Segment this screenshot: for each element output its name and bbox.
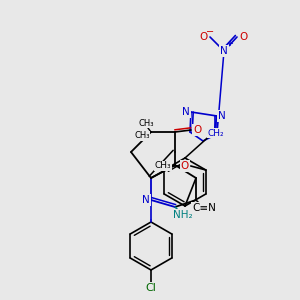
Text: O: O xyxy=(193,125,201,135)
Text: Cl: Cl xyxy=(146,283,156,293)
Text: CH₂: CH₂ xyxy=(208,128,224,137)
Text: −: − xyxy=(206,27,214,37)
Text: N: N xyxy=(220,46,228,56)
Text: O: O xyxy=(181,161,189,171)
Text: N: N xyxy=(218,111,226,121)
Text: N: N xyxy=(142,195,150,205)
Text: C≡N: C≡N xyxy=(192,203,216,213)
Text: CH₃: CH₃ xyxy=(154,161,171,170)
Text: O: O xyxy=(199,32,207,42)
Text: CH₃: CH₃ xyxy=(134,131,150,140)
Text: +: + xyxy=(226,40,233,49)
Text: O: O xyxy=(240,32,248,42)
Text: N: N xyxy=(182,107,190,117)
Text: NH₂: NH₂ xyxy=(173,210,193,220)
Text: CH₃: CH₃ xyxy=(138,118,154,127)
